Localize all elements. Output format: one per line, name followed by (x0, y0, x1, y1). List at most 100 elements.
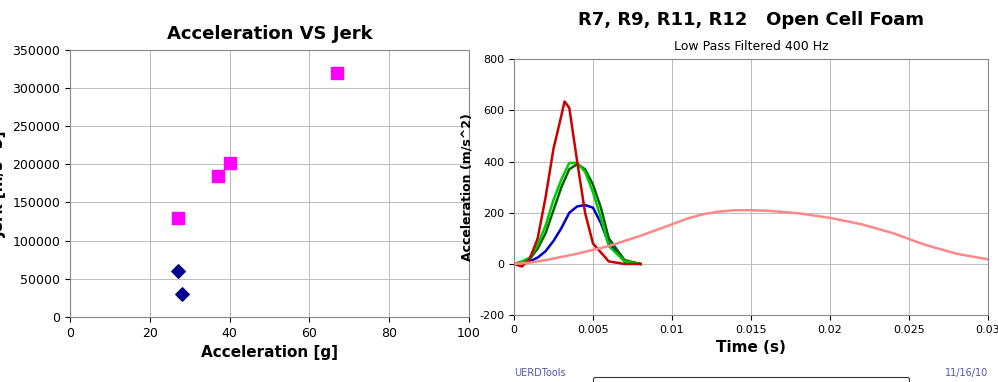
R11-64g (555, 113, 567, 118)
R11-64g (563, 105, 575, 110)
R9-22g (595, 221, 607, 225)
R7-36g (540, 231, 552, 236)
R7-36g (571, 162, 583, 167)
R12-40g (619, 259, 631, 264)
R11-64g (603, 259, 615, 264)
Line: Drop 2 (All Plates): Drop 2 (All Plates) (514, 210, 988, 264)
R9-22g (516, 261, 528, 265)
R11-64g (619, 262, 631, 266)
R7-36g (532, 246, 544, 251)
Text: R7, R9, R11, R12   Open Cell Foam: R7, R9, R11, R12 Open Cell Foam (578, 11, 924, 29)
R7-36g (595, 206, 607, 210)
Text: UERDTools: UERDTools (514, 368, 566, 378)
R9-22g (619, 259, 631, 264)
R7-36g (587, 182, 599, 187)
R12-40g (563, 160, 575, 165)
Drop 2 (All Plates) (682, 216, 694, 221)
R12-40g (524, 255, 536, 260)
R9-22g (635, 262, 647, 266)
R12-40g (540, 223, 552, 228)
X-axis label: Time (s): Time (s) (716, 340, 786, 355)
R7-36g (619, 258, 631, 262)
Drop 2 (All Plates) (635, 233, 647, 238)
Drop 2 (All Plates) (824, 215, 836, 220)
Text: Low Pass Filtered 400 Hz: Low Pass Filtered 400 Hz (674, 40, 828, 53)
Drop 2 (All Plates) (760, 209, 772, 213)
Point (329, 70, 345, 76)
R7-36g (579, 167, 591, 172)
Drop 2 (All Plates) (714, 209, 726, 214)
Drop 2 (All Plates) (603, 244, 615, 248)
R12-40g (571, 160, 583, 165)
R9-22g (532, 255, 544, 260)
R11-64g (524, 257, 536, 261)
R9-22g (579, 203, 591, 207)
Point (210, 173, 226, 179)
Line: R12-40g: R12-40g (514, 163, 641, 264)
Drop 2 (All Plates) (887, 231, 899, 236)
Line: R7-36g: R7-36g (514, 164, 641, 264)
R7-36g (548, 208, 560, 212)
R7-36g (563, 167, 575, 172)
R9-22g (563, 210, 575, 215)
R9-22g (540, 249, 552, 254)
R12-40g (579, 170, 591, 174)
R12-40g (555, 177, 567, 182)
R9-22g (508, 262, 520, 266)
R12-40g (508, 262, 520, 266)
Drop 2 (All Plates) (730, 208, 742, 212)
R12-40g (532, 243, 544, 247)
R9-22g (603, 241, 615, 246)
Point (174, 291, 190, 297)
R12-40g (635, 262, 647, 266)
R11-64g (587, 241, 599, 246)
R9-22g (555, 226, 567, 230)
Point (170, 268, 186, 274)
Title: Acceleration VS Jerk: Acceleration VS Jerk (167, 24, 372, 42)
Drop 2 (All Plates) (698, 212, 710, 216)
R7-36g (635, 262, 647, 266)
R11-64g (532, 236, 544, 241)
R7-36g (603, 236, 615, 241)
R11-64g (635, 262, 647, 266)
Drop 2 (All Plates) (950, 251, 962, 256)
Drop 2 (All Plates) (508, 262, 520, 266)
Text: 11/16/10: 11/16/10 (945, 368, 988, 378)
R7-36g (524, 257, 536, 261)
R12-40g (516, 259, 528, 264)
Drop 2 (All Plates) (855, 222, 867, 227)
R11-64g (508, 262, 520, 266)
R9-22g (524, 259, 536, 264)
Drop 2 (All Plates) (666, 222, 678, 227)
Line: R11-64g: R11-64g (514, 102, 641, 267)
Drop 2 (All Plates) (540, 258, 552, 262)
Drop 2 (All Plates) (982, 257, 994, 262)
R7-36g (555, 185, 567, 189)
R7-36g (508, 262, 520, 266)
Legend: R9-22g, R7-36g, R12-40g, R11-64g, Drop 2 (All Plates): R9-22g, R7-36g, R12-40g, R11-64g, Drop 2… (593, 377, 909, 382)
R11-64g (559, 99, 571, 104)
Point (170, 215, 186, 221)
Drop 2 (All Plates) (571, 251, 583, 256)
R12-40g (595, 215, 607, 220)
Drop 2 (All Plates) (792, 211, 804, 215)
X-axis label: Acceleration [g]: Acceleration [g] (201, 345, 338, 360)
R12-40g (587, 190, 599, 194)
Line: R9-22g: R9-22g (514, 205, 641, 264)
R12-40g (603, 244, 615, 248)
R11-64g (579, 210, 591, 215)
R7-36g (516, 260, 528, 264)
Point (222, 160, 238, 166)
R12-40g (548, 198, 560, 202)
R11-64g (548, 146, 560, 151)
R11-64g (571, 159, 583, 164)
R11-64g (516, 264, 528, 269)
R9-22g (587, 206, 599, 210)
Y-axis label: Acceleration (m/s^2): Acceleration (m/s^2) (460, 113, 474, 261)
R9-22g (548, 239, 560, 243)
Drop 2 (All Plates) (919, 243, 931, 247)
Y-axis label: Jerk [m/s^3]: Jerk [m/s^3] (0, 130, 7, 236)
R9-22g (571, 204, 583, 209)
Drop 2 (All Plates) (745, 208, 756, 212)
R11-64g (540, 195, 552, 200)
